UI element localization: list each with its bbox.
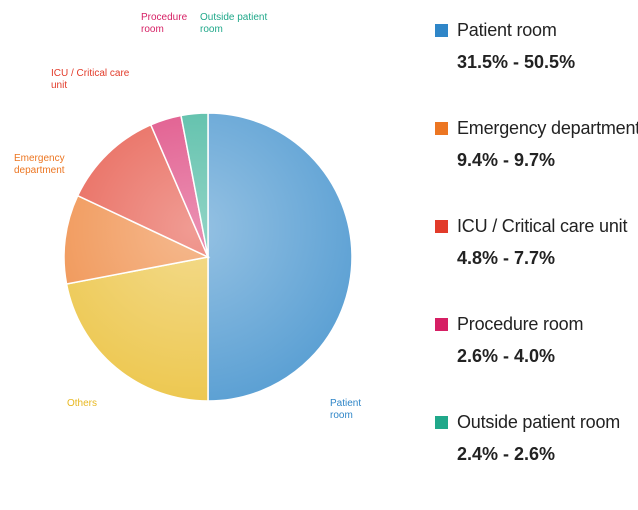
legend-item-emergency-department: Emergency department 9.4% - 9.7% <box>435 118 638 216</box>
legend-label: Patient room <box>457 20 557 40</box>
pie-slice-patient <box>207 112 353 402</box>
legend-item-patient-room: Patient room 31.5% - 50.5% <box>435 20 635 118</box>
legend: Patient room 31.5% - 50.5% Emergency dep… <box>435 20 638 510</box>
slice-label-icu: ICU / Critical care unit <box>51 68 130 91</box>
legend-label: Procedure room <box>457 314 584 334</box>
legend-swatch <box>435 122 448 135</box>
legend-item-outside-patient-room: Outside patient room 2.4% - 2.6% <box>435 412 635 510</box>
slice-label-procedure: Procedure room <box>141 12 188 35</box>
legend-swatch <box>435 318 448 331</box>
legend-label: Emergency department <box>457 118 638 138</box>
slice-label-others: Others <box>67 398 98 409</box>
slice-label-emergency: Emergency department <box>14 153 65 176</box>
slice-label-outside: Outside patient room <box>200 12 268 35</box>
legend-swatch <box>435 24 448 37</box>
legend-swatch <box>435 416 448 429</box>
legend-swatch <box>435 220 448 233</box>
legend-range: 2.6% - 4.0% <box>457 346 556 366</box>
legend-item-icu: ICU / Critical care unit 4.8% - 7.7% <box>435 216 635 314</box>
legend-range: 31.5% - 50.5% <box>457 52 576 72</box>
legend-label: Outside patient room <box>457 412 621 432</box>
legend-label: ICU / Critical care unit <box>457 216 628 236</box>
legend-item-procedure-room: Procedure room 2.6% - 4.0% <box>435 314 635 412</box>
legend-range: 4.8% - 7.7% <box>457 248 556 268</box>
slice-label-patient: Patient room <box>330 398 362 421</box>
legend-range: 9.4% - 9.7% <box>457 150 556 170</box>
legend-range: 2.4% - 2.6% <box>457 444 556 464</box>
